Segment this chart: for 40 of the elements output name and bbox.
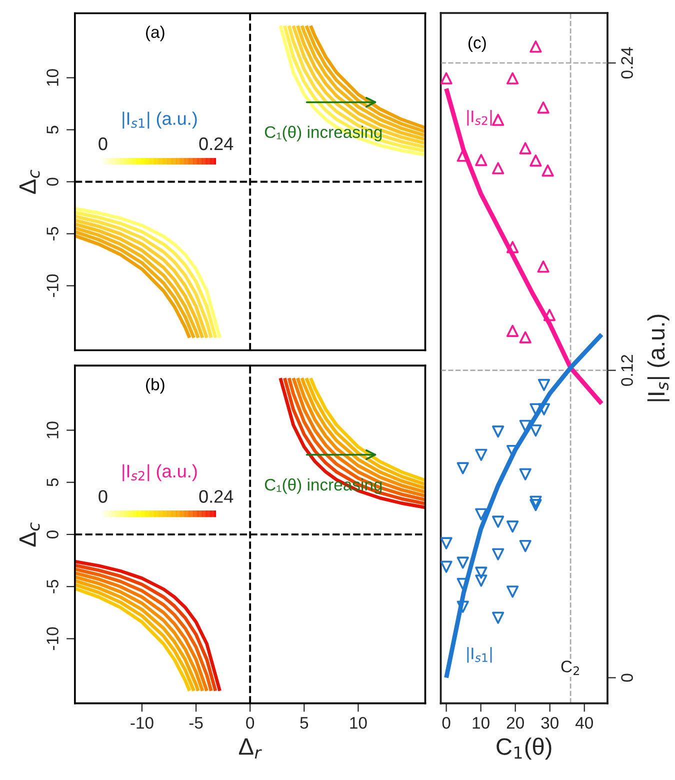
x-tick-label: 40 <box>575 716 593 729</box>
annotation: (a) <box>146 26 164 42</box>
y-tick-label: -10 <box>46 627 58 650</box>
color-bar-label: 0.24 <box>199 490 234 503</box>
y-axis-title: Δ$_{c}$ <box>19 522 40 547</box>
y-tick-label: 5 <box>46 126 58 134</box>
annotation: |I$_{s1}$| <box>467 647 492 663</box>
x-axis-title: Δ$_{r}$ <box>238 738 262 759</box>
y2-tick-label: 0.12 <box>621 354 633 386</box>
annotation: (c) <box>468 36 486 52</box>
y-tick-label: -5 <box>46 580 58 594</box>
x-tick-label: -10 <box>130 716 154 729</box>
x-tick-label: -5 <box>189 717 203 729</box>
y-axis-title: Δ$_{c}$ <box>19 170 40 194</box>
annotation: |I$_{s2}$| <box>467 110 492 126</box>
x-tick-label: 10 <box>350 716 367 729</box>
color-bar-label: 0 <box>98 490 108 503</box>
y-tick-label: -5 <box>46 227 58 240</box>
x-tick-label: 0 <box>442 716 450 729</box>
y-tick-label: -10 <box>46 274 58 298</box>
y2-tick-label: 0 <box>621 674 633 682</box>
y-tick-label: 0 <box>46 530 58 538</box>
x-tick-label: 10 <box>472 716 490 729</box>
x-tick-label: 5 <box>300 717 308 729</box>
color-bar-label: 0.24 <box>199 137 234 150</box>
x-tick-label: 20 <box>506 716 524 729</box>
color-bar-title: |I$_{s2}$| (a.u.) <box>122 464 197 482</box>
color-bar-title: |I$_{s1}$| (a.u.) <box>122 112 197 129</box>
y2-axis-title: |I$_{s}$| (a.u.) <box>647 314 670 402</box>
color-bar-label: 0 <box>98 137 108 150</box>
y-tick-label: 10 <box>46 422 58 438</box>
x-tick-label: 0 <box>246 716 254 729</box>
y2-tick-label: 0.24 <box>621 47 633 79</box>
y-tick-label: 0 <box>46 178 58 186</box>
ref-line-label: C$_{2}$ <box>561 660 579 675</box>
y-tick-label: 5 <box>46 478 58 486</box>
annotation: (b) <box>146 378 164 394</box>
x-tick-label: 30 <box>541 716 558 729</box>
y-tick-label: 10 <box>46 69 58 86</box>
x-axis-title: C$_{1}$(θ) <box>496 738 552 760</box>
